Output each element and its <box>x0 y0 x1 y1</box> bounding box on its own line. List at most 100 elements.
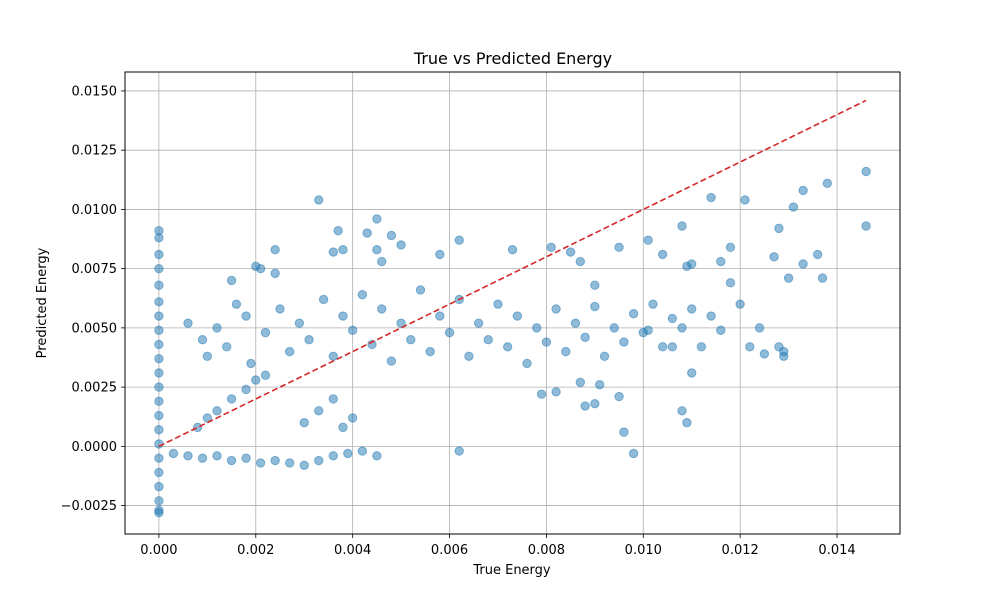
data-point <box>154 496 164 506</box>
data-point <box>154 467 164 478</box>
data-points <box>154 166 871 518</box>
data-point <box>183 451 193 461</box>
data-point <box>687 304 697 314</box>
data-point <box>226 455 237 466</box>
data-point <box>154 311 164 321</box>
data-point <box>594 380 605 390</box>
data-point <box>338 422 348 433</box>
data-point <box>241 311 251 321</box>
data-point <box>314 455 324 466</box>
data-point <box>396 318 406 328</box>
data-point <box>473 318 484 328</box>
data-point <box>299 417 309 428</box>
data-point <box>314 195 324 205</box>
data-point <box>502 342 513 352</box>
x-tick-label: 0.012 <box>722 543 759 558</box>
data-point <box>570 318 581 328</box>
y-axis-label: Predicted Energy <box>35 247 50 358</box>
data-point <box>643 325 653 335</box>
data-point <box>338 244 348 255</box>
x-axis-label: True Energy <box>472 563 551 578</box>
data-point <box>774 223 784 234</box>
data-point <box>812 249 823 260</box>
data-point <box>619 427 629 437</box>
data-point <box>546 242 556 253</box>
data-point <box>822 178 833 189</box>
data-point <box>628 308 639 319</box>
data-point <box>226 394 237 404</box>
data-point <box>425 346 435 357</box>
data-point <box>314 406 324 416</box>
data-point <box>861 166 871 177</box>
chart-title: True vs Predicted Energy <box>413 49 612 68</box>
data-point <box>154 410 164 421</box>
y-tick-label: −0.0025 <box>61 499 117 514</box>
data-point <box>532 323 542 333</box>
data-point <box>706 311 716 321</box>
data-point <box>154 353 164 364</box>
data-point <box>783 273 794 283</box>
data-point <box>154 481 164 492</box>
data-point <box>347 413 358 423</box>
data-point <box>357 290 368 300</box>
data-point <box>541 337 552 347</box>
data-point <box>284 346 295 357</box>
data-point <box>357 446 368 456</box>
data-point <box>657 249 668 260</box>
data-point <box>507 244 518 255</box>
data-point <box>619 337 629 347</box>
data-point <box>212 323 222 333</box>
data-point <box>154 263 164 274</box>
data-point <box>745 342 755 352</box>
data-point <box>716 325 726 335</box>
data-point <box>536 389 547 399</box>
data-point <box>255 458 266 468</box>
data-point <box>464 351 474 362</box>
data-point <box>735 299 745 309</box>
data-point <box>318 294 329 305</box>
data-point <box>454 446 464 456</box>
data-point <box>444 327 455 338</box>
data-point <box>154 439 164 449</box>
data-point <box>493 299 503 309</box>
data-point <box>304 335 314 345</box>
data-point <box>575 377 586 388</box>
data-point <box>406 335 416 345</box>
y-tick-label: 0.0000 <box>72 440 118 455</box>
data-point <box>599 351 610 362</box>
data-point <box>275 304 285 314</box>
y-tick-label: 0.0150 <box>72 84 118 99</box>
data-point <box>226 275 237 286</box>
data-point <box>512 311 523 321</box>
data-point <box>212 406 222 416</box>
data-point <box>798 259 808 269</box>
data-point <box>377 256 387 267</box>
data-point <box>609 323 619 333</box>
y-axis: −0.0025 0.0000 0.0025 0.0050 0.0075 0.0100 0.0… <box>61 84 125 514</box>
data-point <box>551 387 561 397</box>
x-tick-label: 0.006 <box>431 543 468 558</box>
data-point <box>648 299 658 309</box>
data-point <box>687 259 697 269</box>
reference-line <box>158 99 867 448</box>
data-point <box>294 318 305 328</box>
data-point <box>168 448 179 459</box>
grid <box>125 72 900 534</box>
data-point <box>328 351 338 362</box>
x-tick-label: 0.002 <box>237 543 274 558</box>
data-point <box>154 507 164 518</box>
data-point <box>154 453 164 463</box>
data-point <box>580 401 590 411</box>
data-point <box>483 335 493 345</box>
data-point <box>231 299 242 309</box>
data-point <box>788 202 799 212</box>
y-tick-label: 0.0050 <box>72 321 118 336</box>
data-point <box>260 327 271 338</box>
data-point <box>759 349 770 359</box>
data-point <box>590 398 600 409</box>
data-point <box>677 323 687 333</box>
data-point <box>241 384 251 395</box>
data-point <box>372 451 382 461</box>
data-point <box>696 342 707 352</box>
